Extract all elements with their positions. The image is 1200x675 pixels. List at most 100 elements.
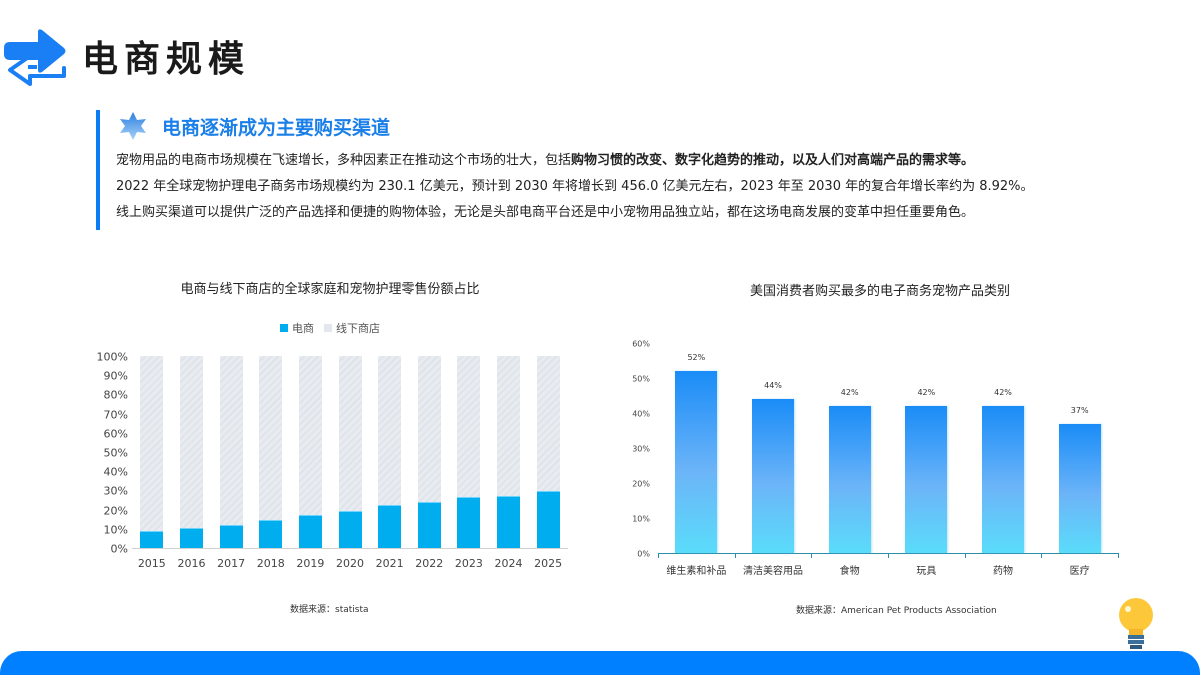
y-tick-label: 50% xyxy=(103,446,128,460)
x-tick-label: 2021 xyxy=(375,557,404,570)
intro-line-1-bold: 购物习惯的改变、数字化趋势的推动，以及人们对高端产品的需求等。 xyxy=(571,153,975,168)
y-tick-label: 0% xyxy=(110,542,128,556)
legend-label: 电商 xyxy=(292,322,314,335)
y-tick-label: 10% xyxy=(632,514,650,524)
y-tick-label: 70% xyxy=(103,408,128,422)
bar-stack xyxy=(417,356,441,548)
bar-ecommerce xyxy=(140,530,164,548)
bar-value-label: 42% xyxy=(994,388,1012,397)
intro-section: 电商逐渐成为主要购买渠道 宠物用品的电商市场规模在飞速增长，多种因素正在推动这个… xyxy=(96,110,1166,230)
chart1-y-axis: 0% 10% 20% 30% 40% 50% 60% 70% 80% 90% 100% xyxy=(90,350,128,560)
bar-stack xyxy=(457,356,481,548)
x-tick-mark xyxy=(1041,553,1043,558)
bar-stack xyxy=(536,356,560,548)
bar-stack xyxy=(298,356,322,548)
y-tick-label: 30% xyxy=(103,484,128,498)
x-tick-label: 维生素和补品 xyxy=(666,566,727,577)
y-tick-label: 20% xyxy=(103,504,128,518)
legend-item-ecommerce: 电商 xyxy=(280,320,314,336)
bar-ecommerce xyxy=(536,491,560,548)
y-tick-label: 60% xyxy=(103,427,128,441)
legend-swatch xyxy=(324,324,332,332)
intro-line-1: 宠物用品的电商市场规模在飞速增长，多种因素正在推动这个市场的壮大，包括购物习惯的… xyxy=(116,148,1166,174)
bar-stack xyxy=(179,356,203,548)
x-tick-label: 2019 xyxy=(296,557,325,570)
y-tick-label: 100% xyxy=(96,350,128,364)
x-tick-label: 2020 xyxy=(336,557,364,570)
x-tick-label: 玩具 xyxy=(916,566,937,577)
x-tick-mark xyxy=(658,553,659,558)
bar-ecommerce xyxy=(378,504,402,548)
bar: 42% xyxy=(828,388,871,553)
bar-ecommerce xyxy=(497,496,521,548)
y-tick-label: 20% xyxy=(632,479,650,489)
x-tick-label: 2023 xyxy=(454,557,483,570)
x-tick-label: 清洁美容用品 xyxy=(743,566,803,577)
chart1-x-axis: 2015 2016 2017 2018 2019 2020 2021 2022 2023 2024… xyxy=(132,557,568,573)
chart2-y-axis: 0% 10% 20% 30% 40% 50% 60% xyxy=(620,340,650,560)
bar-ecommerce xyxy=(417,501,441,548)
swap-arrows-icon xyxy=(4,29,66,86)
x-tick-label: 2017 xyxy=(217,557,246,570)
page-title: 电商规模 xyxy=(82,39,251,80)
y-tick-label: 80% xyxy=(103,388,128,402)
legend-swatch xyxy=(280,324,288,332)
chart2-x-axis: 维生素和补品 清洁美容用品 食物 玩具 药物 医疗 xyxy=(658,562,1118,577)
chart2-title: 美国消费者购买最多的电子商务宠物产品类别 xyxy=(749,284,1010,299)
section-title: 电商逐渐成为主要购买渠道 xyxy=(162,116,391,139)
y-tick-label: 50% xyxy=(632,374,650,384)
x-tick-label: 2024 xyxy=(494,557,523,570)
y-tick-label: 30% xyxy=(632,444,650,454)
bar-value-label: 37% xyxy=(1070,405,1089,415)
chart1-title: 电商与线下商店的全球家庭和宠物护理零售份额占比 xyxy=(180,282,480,297)
bar-ecommerce xyxy=(457,497,481,548)
bar-ecommerce xyxy=(259,520,283,548)
bar: 37% xyxy=(1058,406,1101,553)
bar-value-label: 42% xyxy=(917,388,936,397)
y-tick-label: 10% xyxy=(103,523,128,537)
bar-ecommerce xyxy=(338,510,362,548)
x-tick-label: 2022 xyxy=(415,557,444,570)
bar-stack xyxy=(338,356,362,548)
bar-value-label: 44% xyxy=(764,381,782,390)
bar-value-label: 52% xyxy=(687,353,706,362)
bar-value-label: 42% xyxy=(840,388,859,397)
bar: 42% xyxy=(982,388,1024,553)
intro-line-2: 2022 年全球宠物护理电子商务市场规模约为 230.1 亿美元，预计到 203… xyxy=(116,179,1034,194)
chart1-legend: 电商 线下商店 xyxy=(90,320,570,336)
footer-band xyxy=(0,651,1200,675)
bar-ecommerce xyxy=(219,524,243,548)
bar-stack xyxy=(219,356,243,548)
y-tick-label: 0% xyxy=(637,549,650,559)
star-icon xyxy=(120,112,146,140)
x-tick-mark xyxy=(1118,553,1119,558)
y-tick-label: 40% xyxy=(632,409,650,419)
x-tick-label: 2025 xyxy=(534,557,563,570)
bar-stack xyxy=(140,356,164,548)
legend-label: 线下商店 xyxy=(336,322,380,335)
bar-ecommerce xyxy=(298,515,322,548)
y-tick-label: 90% xyxy=(103,369,128,383)
x-tick-label: 药物 xyxy=(993,566,1013,577)
bar: 42% xyxy=(905,388,948,553)
y-tick-label: 60% xyxy=(632,339,650,349)
x-tick-mark xyxy=(811,553,813,558)
x-tick-label: 2015 xyxy=(137,557,166,570)
intro-paragraph: 宠物用品的电商市场规模在飞速增长，多种因素正在推动这个市场的壮大，包括购物习惯的… xyxy=(116,148,1166,226)
x-tick-mark xyxy=(734,553,736,558)
lightbulb-icon xyxy=(1119,598,1153,649)
bar-stack xyxy=(378,356,402,548)
x-tick-mark xyxy=(964,553,966,558)
bar: 52% xyxy=(675,353,718,553)
x-tick-label: 2018 xyxy=(256,557,285,570)
bar: 44% xyxy=(752,381,794,553)
bar-ecommerce xyxy=(179,527,203,548)
intro-line-1-text: 宠物用品的电商市场规模在飞速增长，多种因素正在推动这个市场的壮大，包括 xyxy=(116,153,572,168)
x-tick-label: 2016 xyxy=(177,557,206,570)
intro-line-3: 线上购买渠道可以提供广泛的产品选择和便捷的购物体验，无论是头部电商平台还是中小宠… xyxy=(116,205,975,220)
chart1-source: 数据来源：statista xyxy=(290,605,369,615)
y-tick-label: 40% xyxy=(103,465,128,479)
x-tick-mark xyxy=(888,553,889,558)
chart2-plot: 52% 44% 42% 42% 42% 37% xyxy=(658,344,1119,558)
bar-stack xyxy=(497,356,521,548)
